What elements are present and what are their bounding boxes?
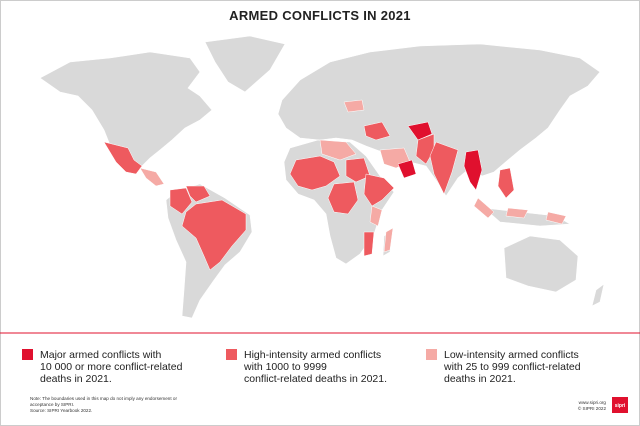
- country: [289, 155, 341, 191]
- land: [277, 43, 601, 197]
- notes: Note: The boundaries used in this map do…: [30, 396, 606, 411]
- country: [363, 173, 395, 207]
- legend-label: Low-intensity armed conflicts: [444, 349, 579, 361]
- country: [327, 181, 359, 215]
- legend-label: deaths in 2021.: [444, 373, 516, 385]
- country: [545, 211, 567, 225]
- country: [169, 187, 193, 215]
- legend-label: High-intensity armed conflicts: [244, 349, 381, 361]
- country: [407, 121, 433, 141]
- country: [429, 141, 459, 195]
- land: [503, 235, 579, 293]
- legend-label: with 1000 to 9999: [243, 361, 327, 373]
- note: acceptance by SIPRI.: [30, 402, 74, 407]
- note: Note: The boundaries used in this map do…: [30, 396, 177, 401]
- country: [139, 167, 165, 187]
- country: [319, 139, 357, 161]
- credit: www.sipri.org: [579, 400, 607, 405]
- country: [343, 99, 365, 113]
- country: [463, 149, 483, 191]
- country: [497, 167, 515, 199]
- legend-swatch: [226, 349, 237, 360]
- legend-label: 10 000 or more conflict-related: [40, 361, 183, 373]
- land: [39, 51, 213, 173]
- country: [473, 197, 495, 219]
- country: [397, 159, 417, 179]
- legend-label: conflict-related deaths in 2021.: [244, 373, 387, 385]
- country: [505, 207, 529, 219]
- country: [369, 205, 383, 227]
- logo-box: [612, 397, 628, 413]
- legend-swatch: [22, 349, 33, 360]
- legend-label: deaths in 2021.: [40, 373, 112, 385]
- title: ARMED CONFLICTS IN 2021: [229, 8, 411, 23]
- legend-label: Major armed conflicts with: [40, 349, 162, 361]
- land: [204, 35, 286, 93]
- world-map: [39, 35, 605, 319]
- legend-swatch: [426, 349, 437, 360]
- credit: © SIPRI 2022: [578, 405, 607, 411]
- country: [363, 231, 375, 257]
- country: [383, 227, 394, 253]
- country: [103, 141, 143, 175]
- land: [591, 283, 605, 307]
- logo: sipri: [615, 403, 626, 409]
- source: Source: SIPRI Yearbook 2022.: [30, 408, 92, 413]
- country: [185, 185, 211, 203]
- conflict-countries: [103, 99, 567, 271]
- country: [363, 121, 391, 141]
- legend-label: with 25 to 999 conflict-related: [443, 361, 581, 373]
- country: [345, 157, 371, 183]
- country: [181, 199, 247, 271]
